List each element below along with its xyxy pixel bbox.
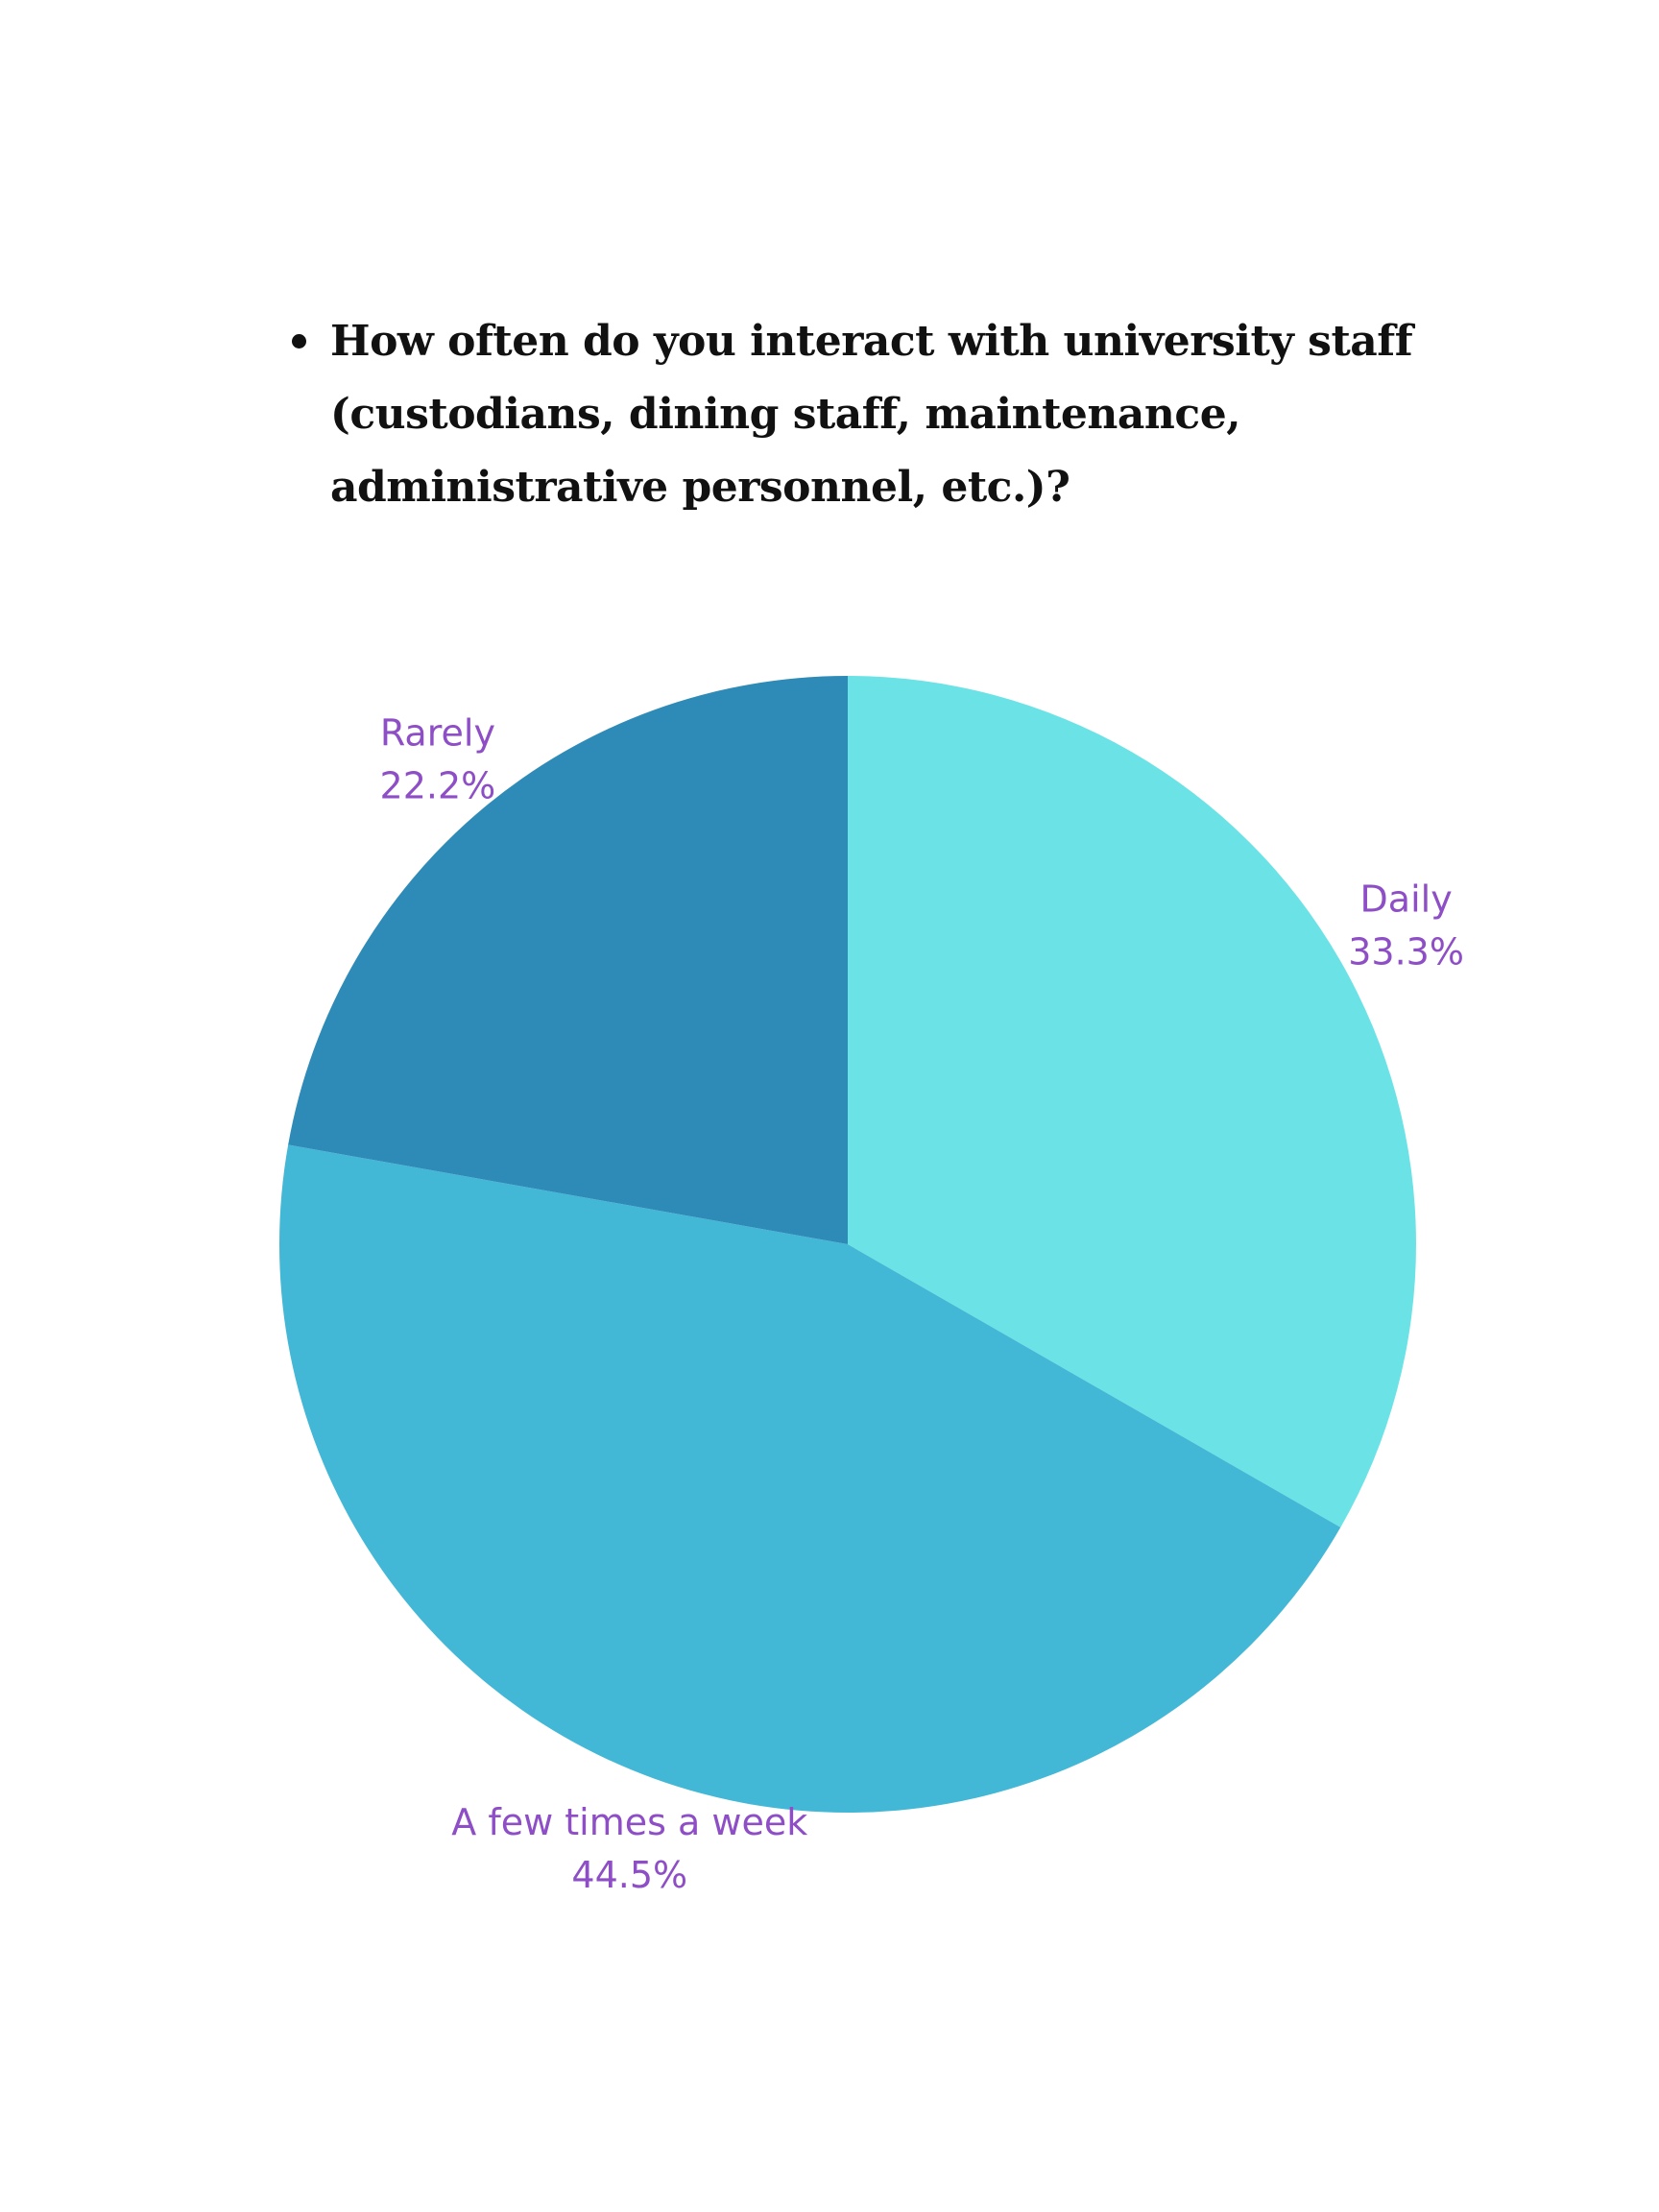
question-item: How often do you interact with universit… [284,305,1494,524]
slice-label-rarely: Rarely [380,711,495,754]
slice-value-rarely: 22.2% [380,764,496,806]
question-text: How often do you interact with universit… [330,317,1413,512]
survey-question: How often do you interact with universit… [284,305,1494,524]
slice-daily [848,676,1417,1527]
slice-label-a-few-times-a-week: A few times a week [451,1801,807,1843]
pie-slices [278,676,1417,1814]
bullet-icon [292,334,306,349]
slice-value-daily: 33.3% [1348,930,1464,973]
slice-rarely [288,676,848,1244]
slice-label-daily: Daily [1360,878,1453,920]
pie-labels: Daily 33.3% A few times a week 44.5% Rarely 2… [380,711,1464,1896]
slice-value-a-few-times-a-week: 44.5% [571,1854,687,1896]
slice-a-few-times-a-week [278,1144,1341,1814]
